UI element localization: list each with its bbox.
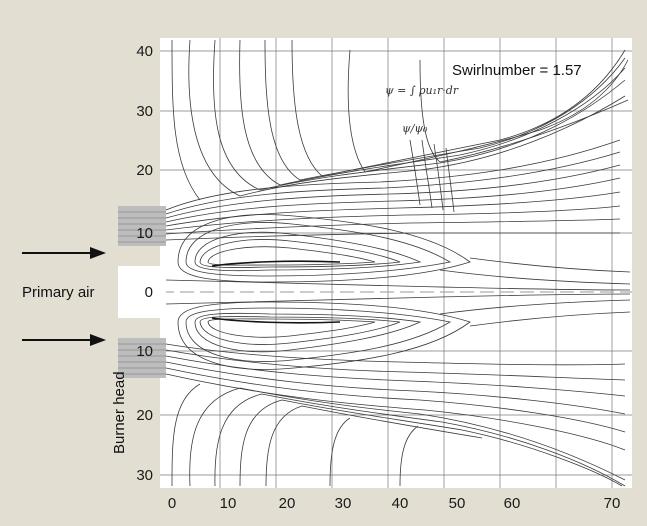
swirl-number-label: Swirlnumber = 1.57 [452, 62, 582, 79]
ratio-annotation: ψ/ψ₀ [402, 122, 428, 135]
x-tick-label: 0 [168, 495, 176, 512]
x-tick-label: 60 [504, 495, 521, 512]
primary-air-arrow-lower [22, 334, 106, 346]
y-tick-label: 20 [136, 162, 153, 179]
x-tick-label: 30 [335, 495, 352, 512]
y-tick-label: 30 [136, 467, 153, 484]
plot-area [160, 38, 632, 488]
y-tick-label: 10 [136, 225, 153, 242]
y-tick-label: 0 [145, 284, 153, 301]
x-tick-label: 20 [279, 495, 296, 512]
x-tick-label: 70 [604, 495, 621, 512]
x-tick-labels: 0 10 20 30 40 50 60 70 [168, 495, 621, 512]
x-tick-label: 40 [392, 495, 409, 512]
y-tick-label: 30 [136, 103, 153, 120]
primary-air-arrow-upper [22, 247, 106, 259]
y-tick-label: 40 [136, 43, 153, 60]
x-tick-label: 10 [220, 495, 237, 512]
x-tick-label: 50 [449, 495, 466, 512]
burner-head-label: Burner head [111, 371, 128, 454]
formula-annotation: ψ = ∫ ρu₁r·dr [385, 84, 459, 97]
primary-air-label: Primary air [22, 284, 95, 301]
y-tick-labels: 40 30 20 10 0 10 20 30 [136, 43, 153, 484]
streamlines [165, 39, 631, 487]
y-tick-label: 10 [136, 343, 153, 360]
y-tick-label: 20 [136, 407, 153, 424]
burner-head [118, 206, 166, 378]
